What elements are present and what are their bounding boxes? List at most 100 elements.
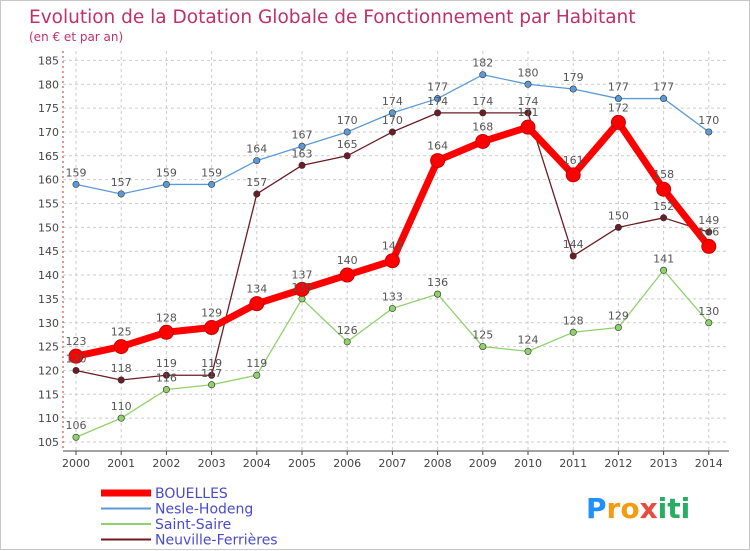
data-label: 128 — [156, 311, 177, 324]
data-point — [384, 253, 400, 269]
data-point — [524, 80, 532, 88]
svg-text:Proxiti: Proxiti — [586, 492, 690, 525]
x-tick-label: 2012 — [604, 457, 632, 470]
legend-label: Nesle-Hodeng — [155, 502, 253, 518]
data-label: 157 — [246, 176, 267, 189]
data-label: 149 — [698, 214, 719, 227]
data-label: 128 — [563, 314, 584, 327]
y-tick-label: 130 — [38, 317, 59, 330]
axis-layer: 105 110 115 120 125 130 135 140 145 150 155 160 165 1… — [38, 51, 729, 470]
data-point — [388, 109, 396, 117]
data-point — [479, 71, 487, 79]
data-point — [430, 153, 446, 169]
data-point — [117, 376, 125, 384]
x-tick-label: 2008 — [424, 457, 452, 470]
data-label: 167 — [292, 128, 313, 141]
logo-letter: i — [681, 492, 691, 525]
data-point — [434, 290, 442, 298]
data-point — [343, 152, 351, 160]
data-label: 119 — [246, 357, 267, 370]
data-point — [117, 190, 125, 198]
x-tick-label: 2000 — [62, 457, 90, 470]
x-tick-label: 2004 — [243, 457, 271, 470]
data-label: 146 — [698, 225, 719, 238]
data-point — [298, 142, 306, 150]
data-label: 150 — [608, 209, 629, 222]
y-tick-label: 125 — [38, 341, 59, 354]
data-point — [569, 85, 577, 93]
data-point — [68, 348, 84, 364]
x-tick-label: 2013 — [650, 457, 678, 470]
y-tick-label: 135 — [38, 293, 59, 306]
data-point — [388, 304, 396, 312]
x-tick-label: 2006 — [333, 457, 361, 470]
data-label: 130 — [698, 305, 719, 318]
data-point — [208, 180, 216, 188]
y-tick-label: 165 — [38, 150, 59, 163]
data-label: 159 — [156, 166, 177, 179]
data-label: 144 — [563, 238, 584, 251]
x-tick-label: 2014 — [695, 457, 723, 470]
y-tick-label: 120 — [38, 364, 59, 377]
data-label: 110 — [111, 400, 132, 413]
data-point — [569, 252, 577, 260]
chart-title: Evolution de la Dotation Globale de Fonc… — [29, 7, 636, 28]
data-label: 164 — [246, 143, 267, 156]
data-point — [253, 157, 261, 165]
data-label: 106 — [66, 419, 87, 432]
data-point — [660, 266, 668, 274]
data-label: 159 — [201, 166, 222, 179]
data-point — [72, 180, 80, 188]
y-tick-label: 115 — [38, 388, 59, 401]
data-label: 120 — [66, 352, 87, 365]
data-point — [479, 109, 487, 117]
data-point — [162, 386, 170, 394]
data-label: 157 — [111, 176, 132, 189]
logo-letter: x — [640, 492, 658, 525]
data-label: 170 — [382, 114, 403, 127]
data-point — [339, 267, 355, 283]
data-point — [72, 366, 80, 374]
x-tick-label: 2007 — [378, 457, 406, 470]
y-tick-label: 155 — [38, 198, 59, 211]
data-label: 118 — [111, 362, 132, 375]
data-label: 117 — [201, 367, 222, 380]
legend-label: Neuville-Ferrières — [155, 533, 278, 549]
data-label: 174 — [382, 95, 403, 108]
data-label: 119 — [201, 357, 222, 370]
data-point — [610, 114, 626, 130]
data-label: 124 — [518, 333, 539, 346]
data-point — [72, 433, 80, 441]
data-label: 174 — [518, 95, 539, 108]
data-label: 174 — [427, 95, 448, 108]
data-point — [569, 328, 577, 336]
legend-label: Saint-Saire — [155, 517, 231, 533]
data-label: 141 — [653, 252, 674, 265]
data-point — [208, 381, 216, 389]
data-point — [524, 347, 532, 355]
x-tick-label: 2002 — [152, 457, 180, 470]
data-label: 125 — [472, 329, 493, 342]
data-point — [253, 190, 261, 198]
data-label: 163 — [292, 147, 313, 160]
x-tick-label: 2005 — [288, 457, 316, 470]
data-point — [113, 339, 129, 355]
data-point — [660, 214, 668, 222]
data-label: 119 — [156, 357, 177, 370]
x-tick-label: 2009 — [469, 457, 497, 470]
data-label: 172 — [608, 101, 629, 114]
y-tick-label: 105 — [38, 436, 59, 449]
grid-layer — [63, 51, 729, 451]
data-point — [524, 109, 532, 117]
data-point — [208, 371, 216, 379]
data-label: 170 — [337, 114, 358, 127]
series-layer — [68, 71, 717, 441]
data-point — [475, 133, 491, 149]
data-point — [298, 161, 306, 169]
data-point — [520, 119, 536, 135]
data-point — [162, 180, 170, 188]
data-point — [660, 95, 668, 103]
data-label: 168 — [472, 120, 493, 133]
